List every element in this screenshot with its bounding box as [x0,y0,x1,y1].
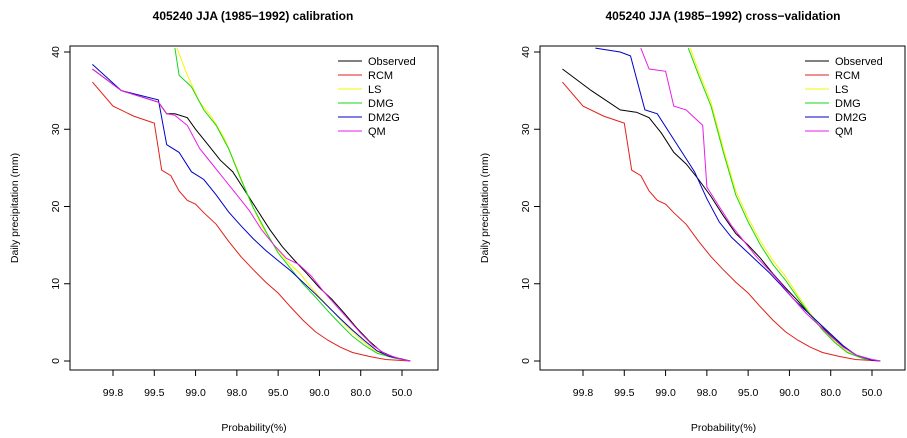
legend-label: DMG [835,98,861,110]
cross-validation-panel: 405240 JJA (1985−1992) cross−validation 9… [479,9,906,434]
chart-title: 405240 JJA (1985−1992) cross−validation [605,9,840,23]
legend-label: DM2G [368,112,400,124]
y-tick-label: 30 [520,123,532,135]
legend-label: DM2G [835,112,867,124]
x-tick-label: 99.0 [655,387,676,399]
series-line-qm [92,68,411,362]
series-line-observed [562,68,881,362]
series-line-observed [92,68,411,362]
series-line-dm2g [595,47,881,362]
y-tick-label: 0 [50,358,62,364]
y-tick-label: 10 [520,278,532,290]
x-tick-label: 95.0 [268,387,289,399]
chart-title: 405240 JJA (1985−1992) calibration [153,9,354,23]
legend-label: LS [368,84,381,96]
series-line-rcm [562,81,881,362]
x-tick-label: 50.0 [392,387,413,399]
x-tick-label: 99.8 [103,387,124,399]
x-tick-label: 80.0 [820,387,841,399]
legend-label: LS [835,84,848,96]
y-axis-title: Daily precipitation (mm) [479,153,491,263]
legend-label: RCM [368,70,393,82]
legend-label: QM [835,126,853,138]
legend-label: Observed [368,56,416,68]
legend-label: QM [368,126,386,138]
x-tick-label: 90.0 [779,387,800,399]
series-line-ls [689,47,881,362]
legend-label: DMG [368,98,394,110]
x-tick-label: 98.0 [697,387,718,399]
legend-label: Observed [835,56,883,68]
series-line-rcm [92,81,411,362]
x-tick-label: 50.0 [862,387,883,399]
x-tick-label: 99.5 [144,387,165,399]
series-line-qm [640,47,881,362]
series-line-ls [176,47,411,362]
series-line-dmg [174,48,411,362]
x-tick-label: 99.5 [614,387,635,399]
x-tick-label: 90.0 [309,387,330,399]
x-axis-title: Probability(%) [691,422,756,434]
series-group [92,47,411,362]
y-tick-label: 20 [50,201,62,213]
x-tick-label: 99.8 [573,387,594,399]
x-tick-label: 95.0 [738,387,759,399]
series-line-dm2g [92,64,411,362]
y-tick-label: 40 [50,46,62,58]
x-tick-label: 99.0 [185,387,206,399]
calibration-panel: 405240 JJA (1985−1992) calibration 99.8 99… [9,9,439,434]
y-tick-label: 20 [520,201,532,213]
x-tick-label: 98.0 [227,387,248,399]
legend-label: RCM [835,70,860,82]
y-tick-label: 40 [520,46,532,58]
x-tick-label: 80.0 [350,387,371,399]
y-tick-label: 0 [520,358,532,364]
series-group [562,47,881,362]
y-tick-label: 10 [50,278,62,290]
series-line-dmg [687,47,881,362]
y-tick-label: 30 [50,123,62,135]
plot-frame [539,45,906,371]
x-axis-title: Probability(%) [221,422,286,434]
y-axis-title: Daily precipitation (mm) [9,153,21,263]
plot-frame [69,45,439,371]
